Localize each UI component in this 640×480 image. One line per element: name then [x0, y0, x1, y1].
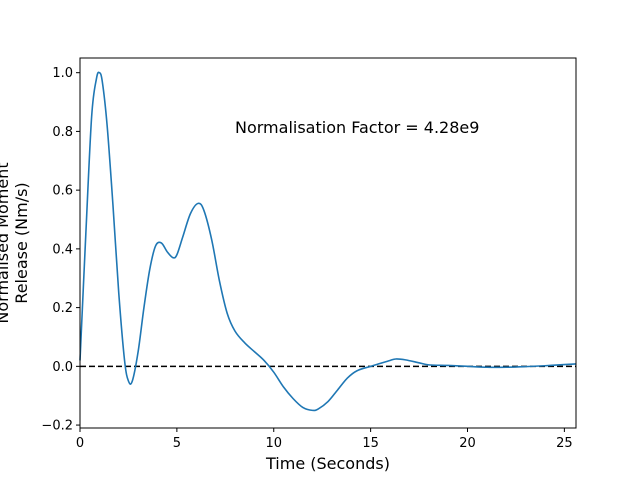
x-tick-label: 10	[265, 436, 282, 451]
series-line-0	[79, 71, 577, 412]
y-tick-label: 0.0	[52, 360, 73, 375]
plot-frame	[79, 57, 577, 429]
y-tick-label: −0.2	[41, 419, 73, 434]
annotation-text: Normalisation Factor = 4.28e9	[235, 118, 479, 137]
y-axis-label-line-1: Normalised Moment	[0, 162, 12, 323]
x-axis-label: Time (Seconds)	[265, 454, 390, 473]
x-tick-label: 25	[556, 436, 573, 451]
y-tick-label: 0.6	[52, 184, 73, 199]
x-tick-label: 20	[459, 436, 476, 451]
x-tick-label: 5	[173, 436, 181, 451]
y-tick-label: 0.8	[52, 125, 73, 140]
y-tick-label: 0.4	[52, 242, 73, 257]
y-tick-label: 1.0	[52, 66, 73, 81]
x-tick-label: 0	[76, 436, 84, 451]
y-tick-label: 0.2	[52, 301, 73, 316]
y-axis-label-line-2: Release (Nm/s)	[12, 182, 31, 303]
x-tick-label: 15	[362, 436, 379, 451]
